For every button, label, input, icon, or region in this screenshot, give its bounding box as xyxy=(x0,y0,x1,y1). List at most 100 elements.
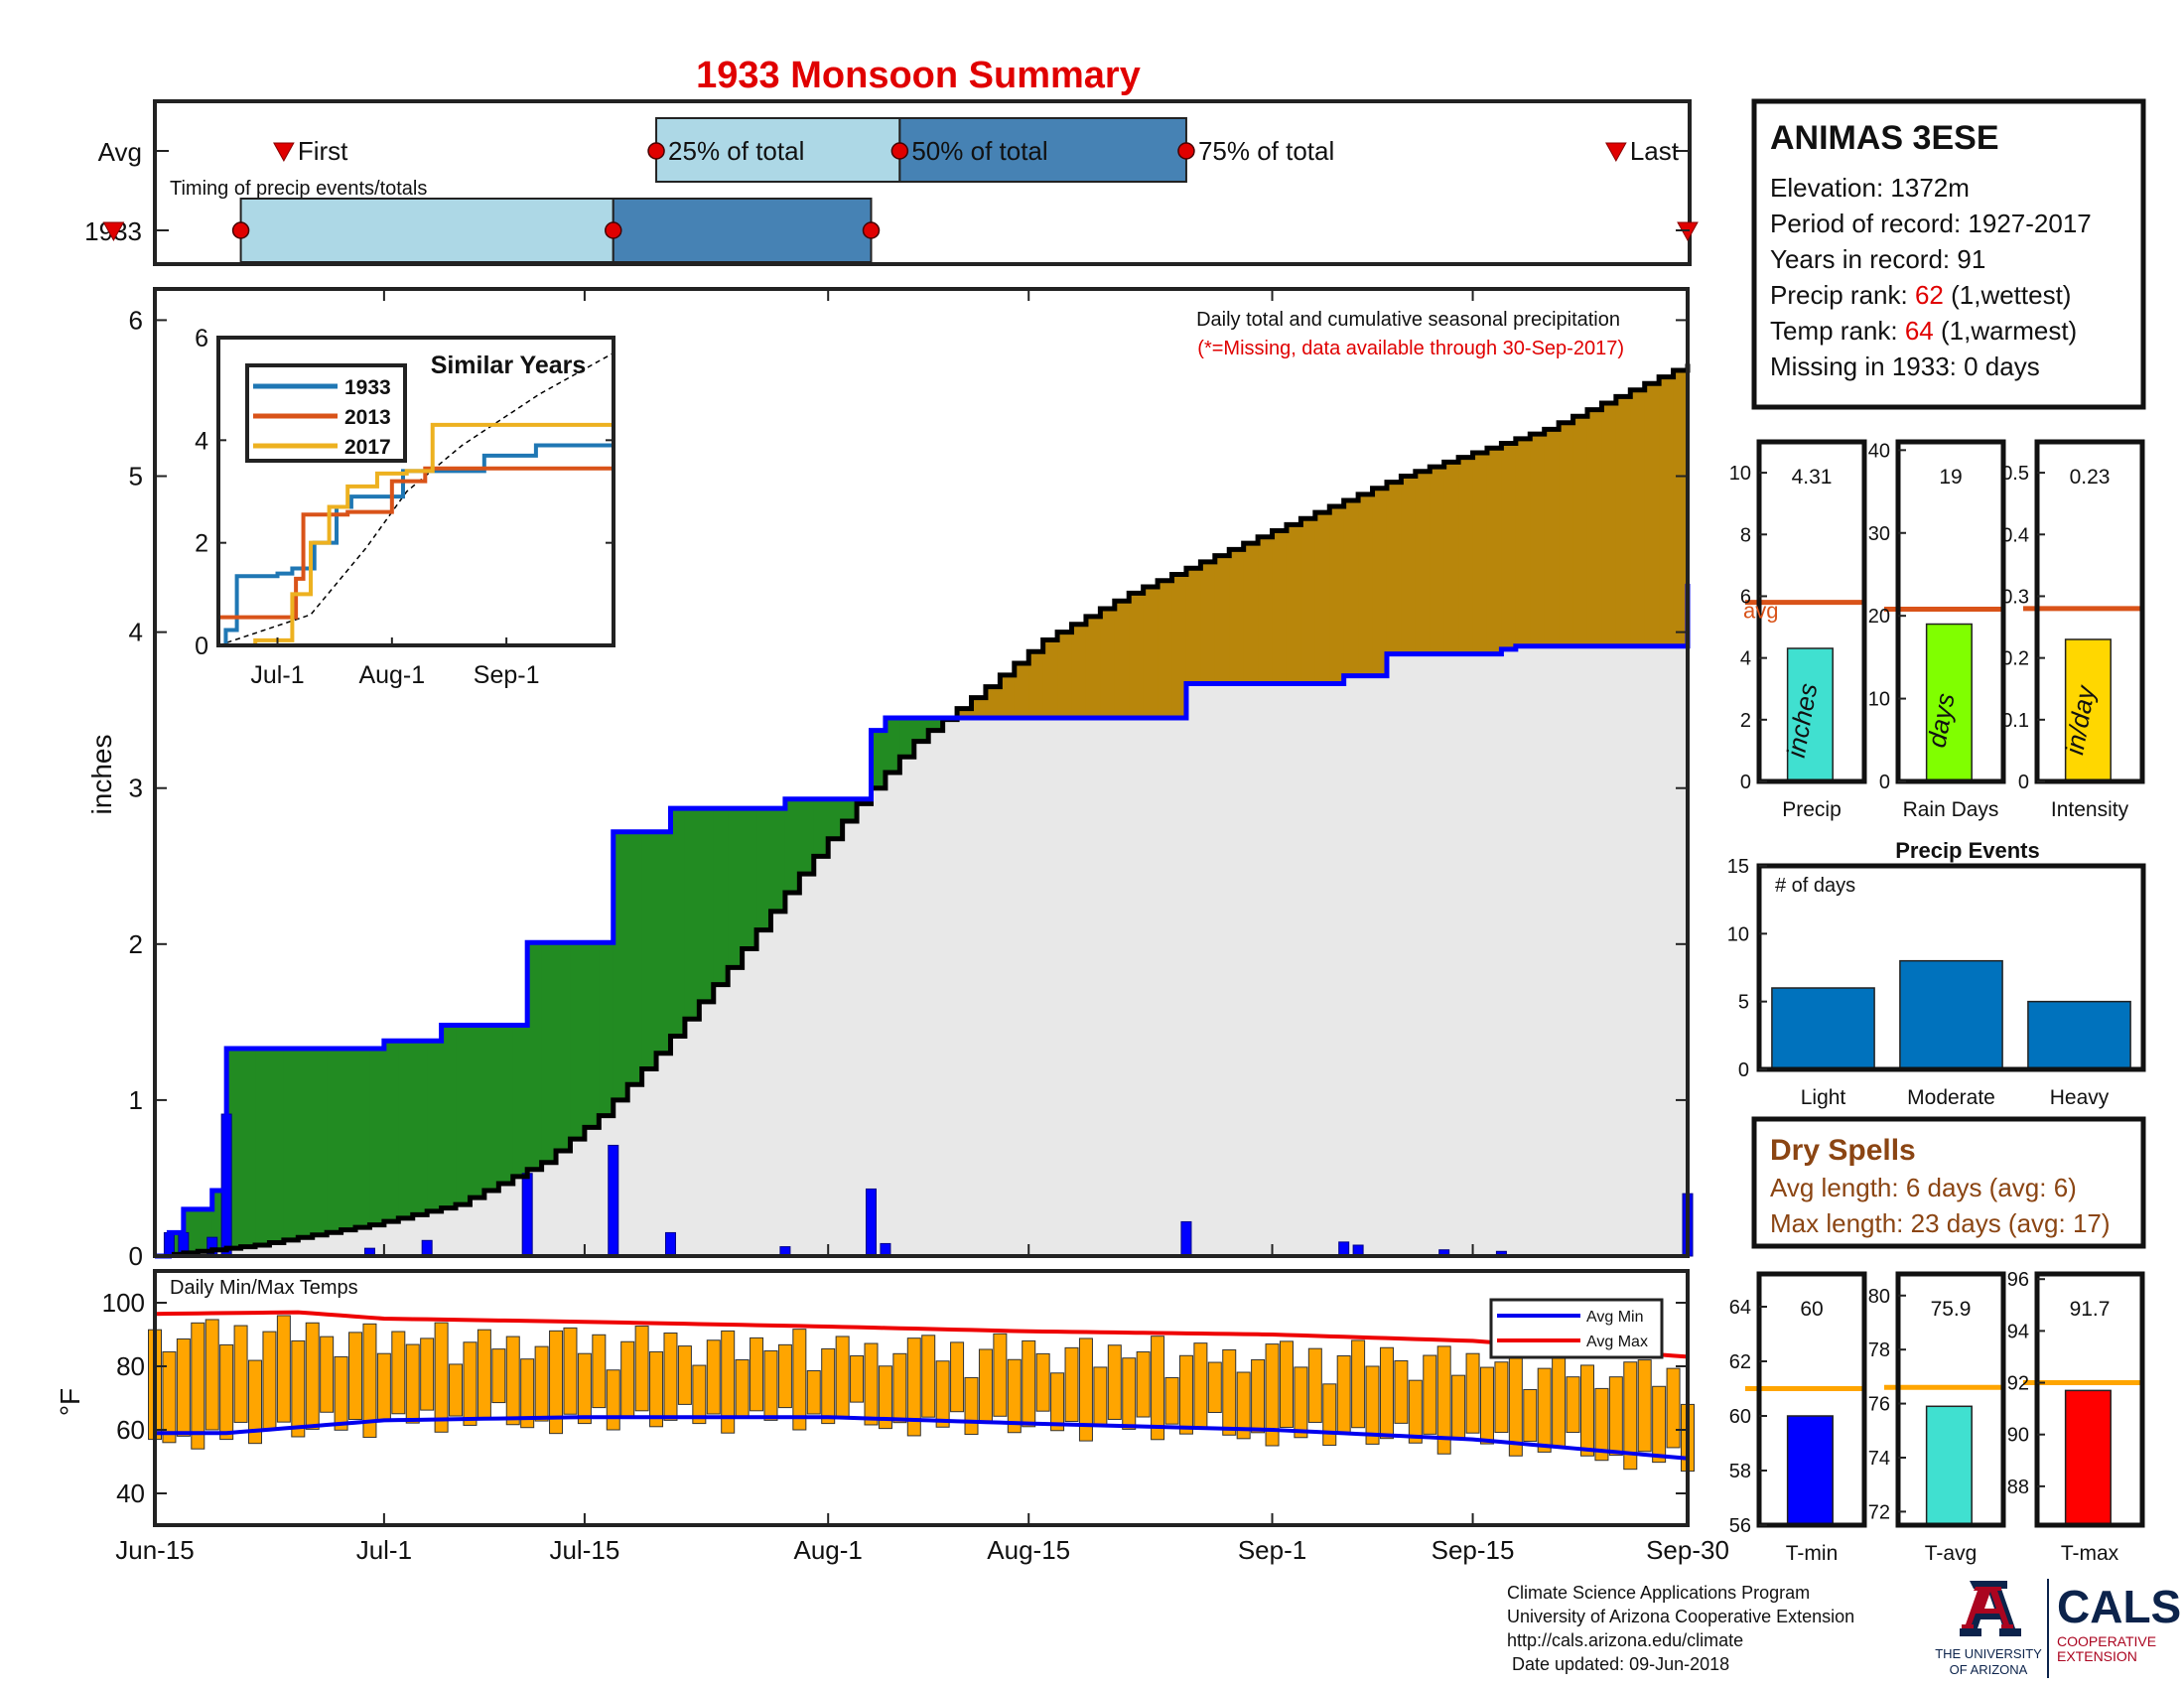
summary-y-tick-label: 0.4 xyxy=(2001,524,2029,546)
below-avg-fill xyxy=(1071,624,1087,719)
above-avg-fill xyxy=(742,808,757,949)
station-name: ANIMAS 3ESE xyxy=(1770,119,1999,157)
daily-temp-bar xyxy=(1035,1352,1050,1412)
daily-temp-bar xyxy=(1279,1340,1294,1428)
daily-temp-bar xyxy=(1436,1345,1451,1455)
daily-temp-bar xyxy=(1151,1336,1165,1441)
summary-y-tick-label: 72 xyxy=(1868,1501,1890,1523)
summary-y-tick-label: 60 xyxy=(1729,1406,1751,1428)
below-avg-fill xyxy=(1329,506,1345,684)
daily-temp-bar xyxy=(1394,1360,1409,1424)
daily-temp-bar xyxy=(1608,1376,1623,1457)
daily-temp-bar xyxy=(964,1376,979,1436)
daily-temp-bar xyxy=(1207,1361,1222,1413)
below-avg-fill xyxy=(1415,471,1431,654)
first-label: First xyxy=(298,136,348,166)
below-avg-fill xyxy=(1272,530,1288,684)
summary-avg-label: avg xyxy=(1743,599,1778,624)
daily-temp-bar xyxy=(534,1345,549,1422)
daily-temp-bar xyxy=(792,1329,807,1431)
below-avg-fill xyxy=(1028,651,1044,719)
summary-y-tick-label: 0 xyxy=(1740,772,1751,793)
above-avg-fill xyxy=(498,1025,514,1184)
daily-precip-bar xyxy=(1180,1220,1192,1257)
year-25-marker xyxy=(231,221,250,239)
footer-line3: http://cals.arizona.edu/climate xyxy=(1507,1630,1743,1650)
daily-temp-bar xyxy=(1637,1359,1652,1453)
year-cumulative-line xyxy=(155,583,1691,1259)
temps-y-label: °F xyxy=(55,1388,85,1416)
daily-temp-bar xyxy=(1552,1355,1567,1448)
daily-temp-bar xyxy=(706,1339,721,1415)
below-avg-fill xyxy=(1158,580,1173,719)
above-avg-fill xyxy=(355,1049,371,1228)
summary-y-tick-label: 40 xyxy=(1868,440,1890,462)
summary-y-tick-label: 2 xyxy=(1740,710,1751,732)
below-avg-fill xyxy=(985,686,1001,719)
below-avg-fill xyxy=(1615,396,1631,646)
summary-panel-name: T-max xyxy=(2061,1542,2119,1565)
daily-temp-bar xyxy=(1222,1348,1237,1436)
station-years: Years in record: 91 xyxy=(1770,244,1985,274)
below-avg-fill xyxy=(1014,663,1029,719)
daily-temp-bar xyxy=(1594,1387,1609,1462)
below-avg-fill xyxy=(1358,493,1374,676)
summary-y-tick-label: 56 xyxy=(1729,1515,1751,1537)
summary-panel-frame xyxy=(1756,439,1867,784)
daily-temp-bar xyxy=(1093,1366,1108,1426)
year-75-marker xyxy=(862,221,881,239)
above-avg-fill xyxy=(784,798,800,893)
daily-temp-bar xyxy=(405,1343,420,1424)
temps-y-tick-label: 80 xyxy=(116,1351,145,1381)
footer-line2: University of Arizona Cooperative Extens… xyxy=(1507,1607,1854,1626)
above-avg-fill xyxy=(885,718,900,773)
below-avg-fill xyxy=(1042,639,1058,719)
precip-events-chart: Light Moderate Heavy 0 5 10 15 Precip Events #… xyxy=(1727,838,2146,1109)
daily-temp-bar xyxy=(291,1339,306,1438)
summary-y-tick-label: 90 xyxy=(2007,1425,2029,1447)
summary-panel-frame xyxy=(1895,439,2006,784)
summary-panel-name: T-avg xyxy=(1925,1542,1978,1565)
daily-temp-bar xyxy=(1465,1352,1480,1434)
x-tick-label: Jul-1 xyxy=(356,1535,412,1565)
above-avg-fill xyxy=(556,942,572,1151)
timing-caption: Timing of precip events/totals xyxy=(170,178,427,200)
daily-temp-bar xyxy=(993,1333,1008,1417)
temps-legend-box xyxy=(1489,1298,1664,1359)
daily-temp-bar xyxy=(1078,1337,1093,1442)
events-category-label: Heavy xyxy=(2050,1086,2110,1109)
below-avg-fill xyxy=(1572,416,1588,646)
cals-sub2: EXTENSION xyxy=(2057,1648,2137,1664)
daily-temp-bar xyxy=(921,1335,936,1418)
timing-avg-label: Avg xyxy=(98,137,142,167)
avg-25-50-box xyxy=(655,117,901,183)
above-avg-fill xyxy=(298,1049,314,1238)
precip-rank-label: Precip rank: xyxy=(1770,280,1915,310)
below-avg-fill xyxy=(1430,467,1445,654)
station-temp-rank: Temp rank: 64 (1,warmest) xyxy=(1770,316,2077,346)
summary-y-tick-label: 20 xyxy=(1868,606,1890,628)
events-y-tick-label: 15 xyxy=(1727,856,1749,878)
daily-temp-bar xyxy=(334,1355,348,1431)
daily-temp-bar xyxy=(1064,1346,1079,1423)
summary-bar-rain-days xyxy=(1925,623,1973,782)
above-avg-fill xyxy=(584,942,600,1128)
daily-temp-bar xyxy=(1164,1376,1179,1425)
daily-temp-bar xyxy=(1307,1347,1322,1423)
above-avg-fill xyxy=(599,942,614,1116)
below-avg-fill xyxy=(1243,543,1259,684)
cals-sub1: COOPERATIVE xyxy=(2057,1633,2156,1649)
summary-panel-name: Rain Days xyxy=(1903,798,1999,821)
above-avg-fill xyxy=(728,808,744,968)
summary-y-tick-label: 10 xyxy=(1868,689,1890,711)
summary-bar-t-avg xyxy=(1925,1405,1973,1526)
below-avg-fill xyxy=(1143,587,1159,719)
above-avg-fill xyxy=(541,942,557,1163)
daily-temp-bar xyxy=(721,1330,736,1434)
inset-title: Similar Years xyxy=(431,352,587,379)
daily-temp-bar xyxy=(1379,1346,1394,1440)
summary-panel-frame xyxy=(1895,1271,2006,1528)
below-avg-fill xyxy=(1673,370,1689,646)
daily-temp-bar xyxy=(162,1350,177,1444)
below-avg-fill xyxy=(1586,409,1603,646)
